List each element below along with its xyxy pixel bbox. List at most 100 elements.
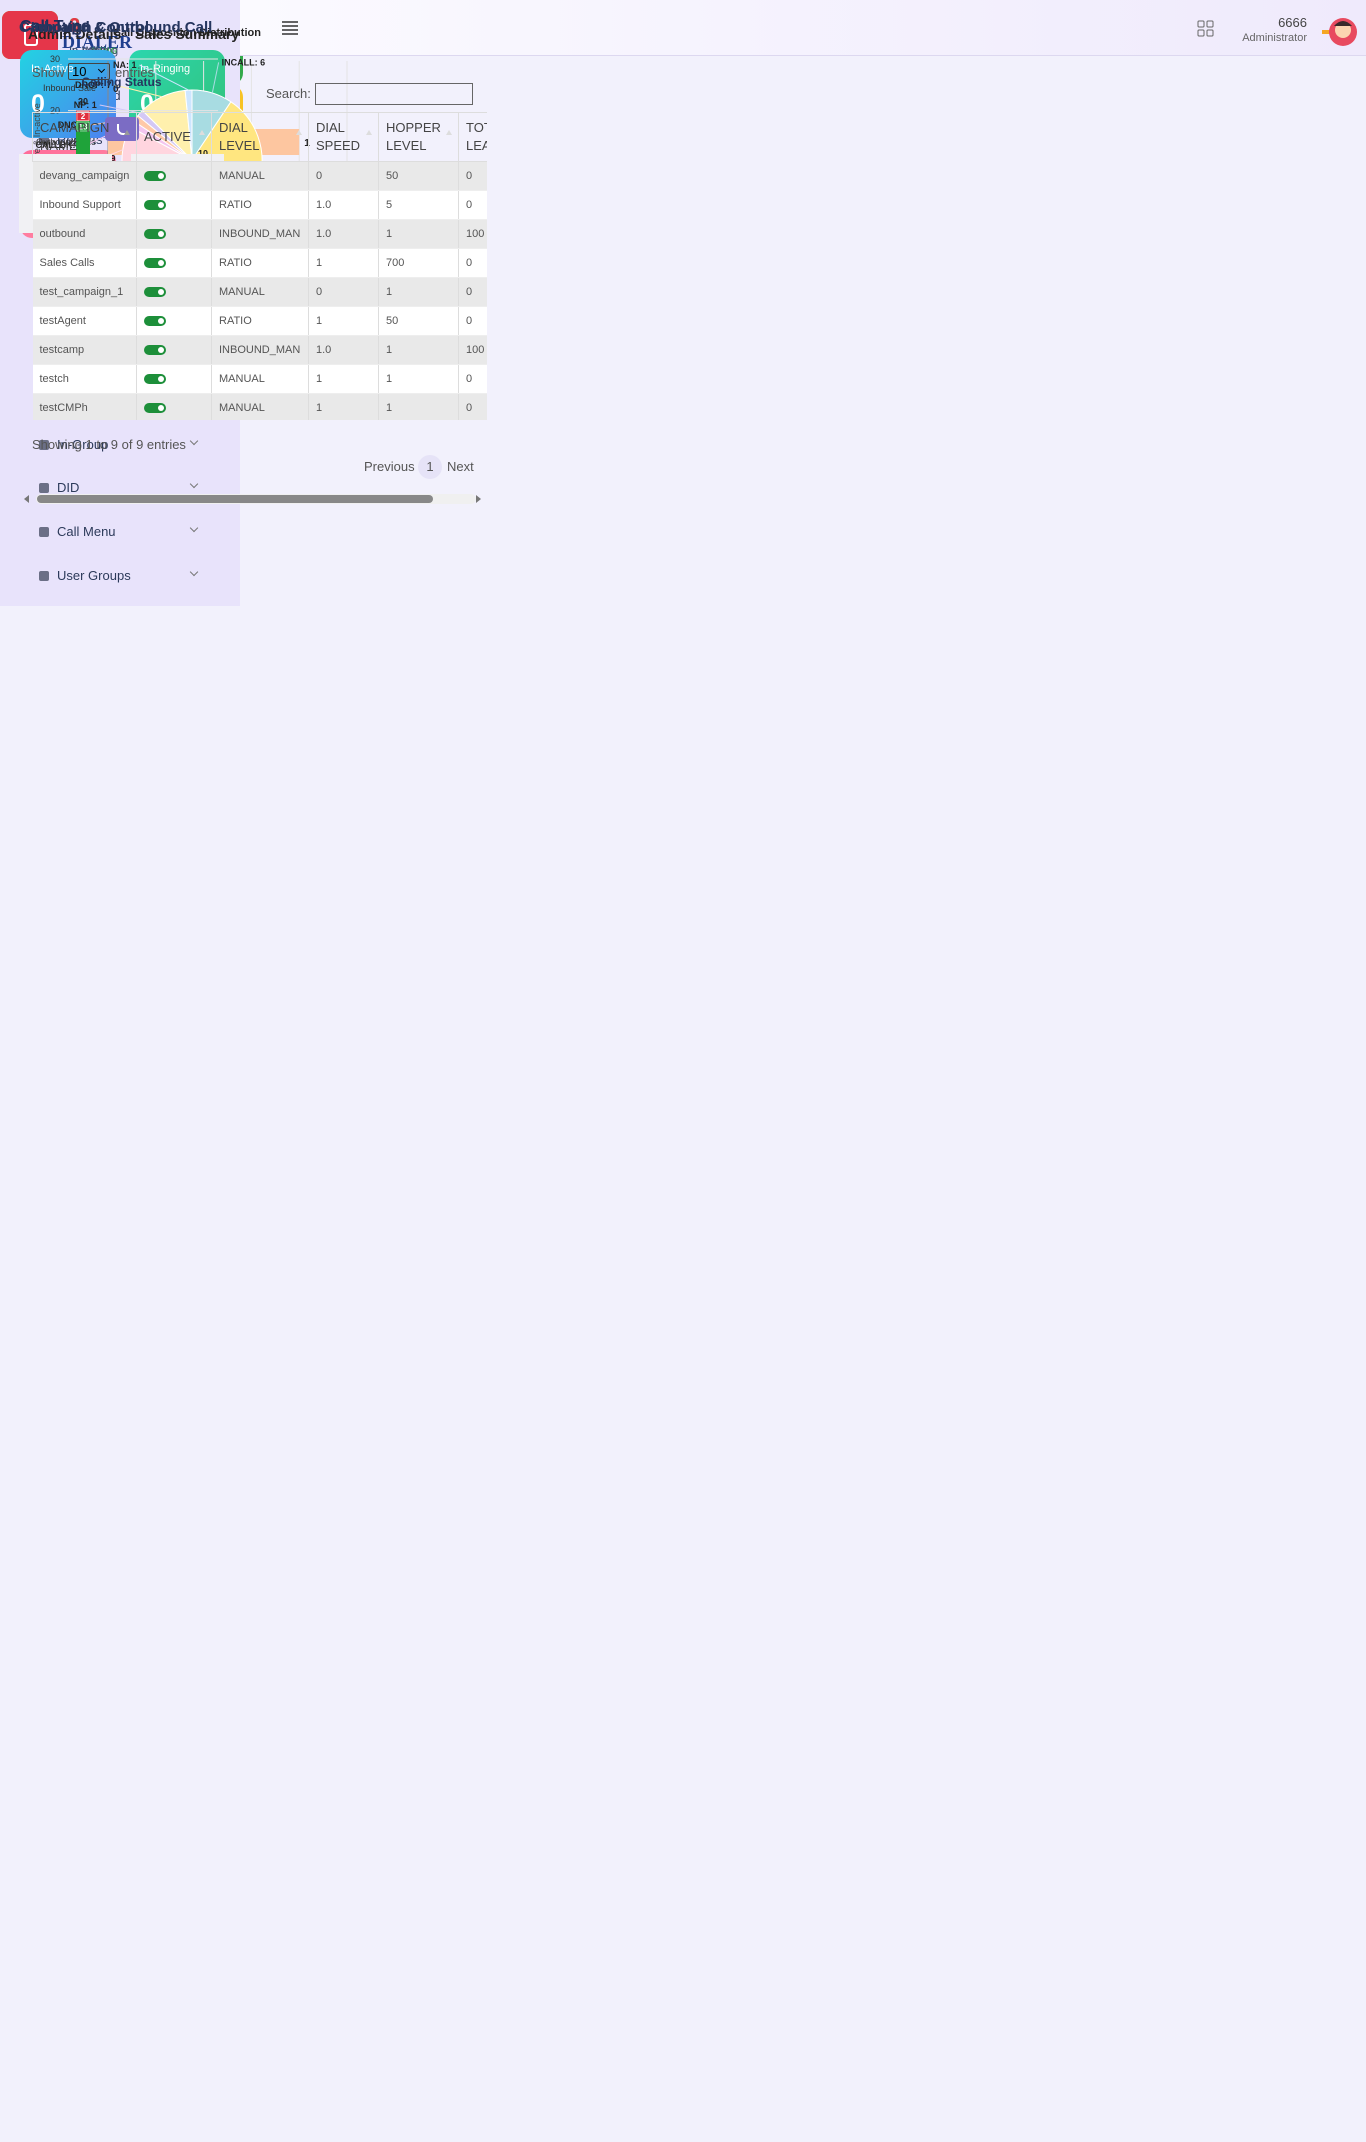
- cell-text: MANUAL: [219, 286, 265, 298]
- column-header[interactable]: ACTIVE: [136, 112, 212, 162]
- avatar[interactable]: [1320, 14, 1360, 50]
- logo-text: DIALER: [62, 32, 133, 52]
- sort-icon: [366, 130, 372, 135]
- scroll-right[interactable]: [476, 495, 481, 503]
- scroll-left[interactable]: [24, 495, 29, 503]
- cell-text: 50: [386, 170, 399, 182]
- total-label: 20: [78, 97, 88, 107]
- cell-text: testcamp: [39, 344, 85, 356]
- slice-label: DROP: 7: [75, 80, 112, 90]
- icon-glyph: [24, 24, 38, 46]
- menu-item[interactable]: In-Group: [36, 435, 206, 455]
- apps-icon[interactable]: [1197, 20, 1217, 38]
- table-cell: MANUAL: [211, 393, 309, 420]
- leader-line: [114, 84, 163, 98]
- active-toggle[interactable]: [144, 171, 166, 181]
- cell-text: 1: [386, 402, 393, 414]
- leader-line: [99, 104, 141, 114]
- pie-card: Call Disposition Distribution INCALL: 6 aa…: [0, 27, 375, 1071]
- table-cell: 0: [308, 277, 379, 307]
- table-cell: test_campaign_1: [32, 277, 137, 307]
- column-header[interactable]: TOTAL LEADS: [458, 112, 487, 162]
- active-toggle[interactable]: [144, 345, 166, 355]
- chart-title: Call Disposition Distribution: [113, 27, 261, 39]
- column-title: DIAL LEVEL: [219, 120, 260, 153]
- column-header[interactable]: CAMAPIGN NAME: [32, 112, 137, 162]
- cell-text: 1.0: [316, 199, 332, 211]
- active-toggle[interactable]: [144, 374, 166, 384]
- table-cell: testch: [32, 364, 137, 394]
- cell-text: testCMPh: [39, 402, 88, 414]
- active-toggle[interactable]: [144, 258, 166, 268]
- cell-text: 0: [466, 286, 473, 298]
- table-cell: 700: [378, 248, 459, 278]
- cell-text: 1: [316, 402, 323, 414]
- active-toggle[interactable]: [144, 229, 166, 239]
- header-row: CAMAPIGN NAME ACTIVE DIAL LEVEL DIAL SPEED H…: [32, 112, 487, 162]
- active-toggle[interactable]: [144, 200, 166, 210]
- cell-text: 1.0: [316, 344, 332, 356]
- page-size-select[interactable]: 10: [68, 63, 110, 80]
- active-toggle[interactable]: [144, 287, 166, 297]
- scroll-thumb[interactable]: [37, 495, 433, 503]
- table-cell: testcamp: [32, 335, 137, 365]
- table-row: testch MANUAL 1 1 0: [32, 364, 487, 394]
- prev-button[interactable]: Previous: [364, 459, 415, 474]
- column-title: TOTAL LEADS: [466, 120, 487, 153]
- table-cell: outbound: [32, 219, 137, 249]
- column-header[interactable]: DIAL LEVEL: [211, 112, 309, 162]
- table-cell: 50: [378, 161, 459, 191]
- menu-item[interactable]: Call Menu: [36, 522, 206, 542]
- page-button[interactable]: 1: [418, 455, 442, 479]
- cell-text: Inbound Support: [39, 199, 121, 211]
- menu-toggle[interactable]: [281, 20, 299, 35]
- cell-text: 5: [386, 199, 393, 211]
- table-cell: 0: [458, 161, 487, 191]
- table-cell: [136, 364, 212, 394]
- column-header[interactable]: HOPPER LEVEL: [378, 112, 459, 162]
- stat-value: 0: [69, 15, 81, 37]
- cell-text: INBOUND_MAN: [219, 228, 301, 240]
- cell-text: 1: [386, 228, 393, 240]
- toggle-knob: [158, 173, 164, 179]
- next-button[interactable]: Next: [447, 459, 474, 474]
- table-cell: 1: [308, 393, 379, 420]
- cell-text: 1.0: [316, 228, 332, 240]
- user-role: Administrator: [1242, 32, 1307, 44]
- search-input[interactable]: [315, 83, 473, 105]
- table-cell: RATIO: [211, 248, 309, 278]
- table-cell: 0: [458, 277, 487, 307]
- leader-line: [139, 64, 189, 91]
- cell-text: 0: [466, 257, 473, 269]
- active-toggle[interactable]: [144, 403, 166, 413]
- table-cell: MANUAL: [211, 364, 309, 394]
- y-tick-label: 20: [50, 106, 60, 116]
- cell-text: Sales Calls: [39, 257, 95, 269]
- column-title: ACTIVE: [144, 129, 191, 144]
- table-wrap: CAMAPIGN NAME ACTIVE DIAL LEVEL DIAL SPEED H…: [32, 112, 487, 420]
- toggle-knob: [158, 289, 164, 295]
- chevron: [189, 567, 199, 576]
- header: 6666 Administrator: [240, 0, 1366, 56]
- menu-item[interactable]: User Groups: [36, 566, 206, 586]
- chevron: [189, 480, 199, 489]
- cell-text: 1: [386, 286, 393, 298]
- active-toggle[interactable]: [144, 316, 166, 326]
- table-cell: MANUAL: [211, 277, 309, 307]
- table-cell: 1: [308, 306, 379, 336]
- table-cell: 0: [458, 190, 487, 220]
- campaign-table: CAMAPIGN NAME ACTIVE DIAL LEVEL DIAL SPEED H…: [32, 112, 487, 420]
- table-cell: 100: [458, 335, 487, 365]
- cell-text: 50: [386, 315, 399, 327]
- column-header[interactable]: DIAL SPEED: [308, 112, 379, 162]
- toggle-knob: [158, 405, 164, 411]
- inbound-outbound-card: Inbound & Outbound Call Calling Status Inb…: [0, 19, 243, 1676]
- cell-text: 0: [466, 373, 473, 385]
- cell-text: 0: [466, 199, 473, 211]
- menu-icon: [39, 570, 49, 581]
- leader-line: [211, 62, 220, 94]
- column-title: DIAL SPEED: [316, 120, 361, 153]
- chart-title: Admin Details: [28, 26, 122, 42]
- menu-item[interactable]: DID: [36, 478, 206, 498]
- card-title: Call Type: [20, 18, 90, 35]
